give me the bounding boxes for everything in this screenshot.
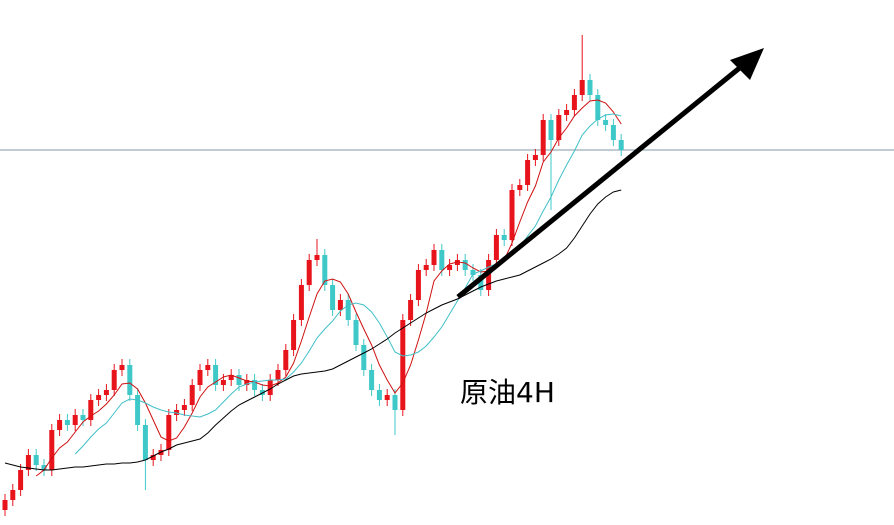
candle-body <box>181 405 187 410</box>
candle-body <box>25 455 31 470</box>
candle-body <box>408 300 414 320</box>
candle-body <box>532 155 538 160</box>
trend-arrow <box>456 48 764 299</box>
candle-body <box>150 455 156 460</box>
candle-body <box>548 120 554 140</box>
candle-body <box>509 190 515 240</box>
candle-body <box>267 380 273 395</box>
candle-body <box>330 285 336 310</box>
candle-body <box>10 490 16 500</box>
candle-body <box>517 185 523 190</box>
candle-body <box>564 110 570 115</box>
candle-body <box>322 255 328 285</box>
candle-body <box>571 95 577 110</box>
arrow-shaft <box>456 64 744 299</box>
candle-body <box>189 385 195 405</box>
candle-body <box>119 365 125 370</box>
candle-body <box>103 390 109 395</box>
candle-body <box>369 370 375 390</box>
candle-body <box>314 255 320 260</box>
candle-body <box>228 375 234 380</box>
candle-body <box>41 465 47 470</box>
candle-body <box>166 415 172 450</box>
candle-body <box>291 320 297 350</box>
candle-body <box>587 80 593 95</box>
candle-body <box>72 415 78 425</box>
candle-body <box>252 380 258 390</box>
candle-body <box>392 395 398 410</box>
arrow-head <box>730 48 764 80</box>
candle-body <box>525 160 531 185</box>
candle-body <box>306 260 312 285</box>
candle-body <box>431 250 437 265</box>
candle-body <box>610 125 616 140</box>
candle-body <box>2 500 8 510</box>
candle-body <box>197 370 203 385</box>
candle-body <box>127 365 133 395</box>
candle-body <box>283 350 289 370</box>
candle-body <box>493 235 499 260</box>
candle-body <box>462 260 468 270</box>
candle-body <box>400 320 406 410</box>
candle-body <box>275 370 281 380</box>
candle-body <box>353 320 359 345</box>
candle-body <box>244 380 250 385</box>
candle-body <box>96 395 102 400</box>
chart-annotation: 原油4H <box>460 376 555 409</box>
candle-body <box>579 80 585 95</box>
candle-body <box>439 250 445 270</box>
candle-body <box>478 275 484 290</box>
candle-body <box>213 365 219 385</box>
candle-body <box>298 285 304 320</box>
candle-body <box>556 115 562 140</box>
candle-body <box>540 120 546 155</box>
candle-body <box>470 270 476 275</box>
candle-body <box>135 395 141 425</box>
candle-body <box>384 395 390 400</box>
candle-body <box>142 425 148 460</box>
candle-body <box>595 95 601 120</box>
candle-body <box>57 420 63 430</box>
candle-body <box>220 380 226 385</box>
candle-body <box>376 390 382 400</box>
moving-average-line <box>74 113 622 455</box>
candle-body <box>501 235 507 240</box>
candle-body <box>205 365 211 370</box>
candle-body <box>345 300 351 320</box>
candle-body <box>415 270 421 300</box>
candle-body <box>236 375 242 385</box>
candle-body <box>33 455 39 465</box>
moving-average-line <box>35 99 622 477</box>
candle-body <box>111 370 117 390</box>
candle-body <box>618 140 624 150</box>
candle-body <box>337 300 343 310</box>
candle-body <box>80 415 86 420</box>
candle-body <box>423 265 429 270</box>
candle-body <box>49 430 55 470</box>
candle-body <box>447 265 453 270</box>
moving-average-line <box>4 189 622 471</box>
candle-body <box>64 420 70 425</box>
candle-body <box>603 120 609 125</box>
candle-body <box>361 345 367 370</box>
candle-body <box>88 400 94 420</box>
candle-body <box>18 470 24 490</box>
